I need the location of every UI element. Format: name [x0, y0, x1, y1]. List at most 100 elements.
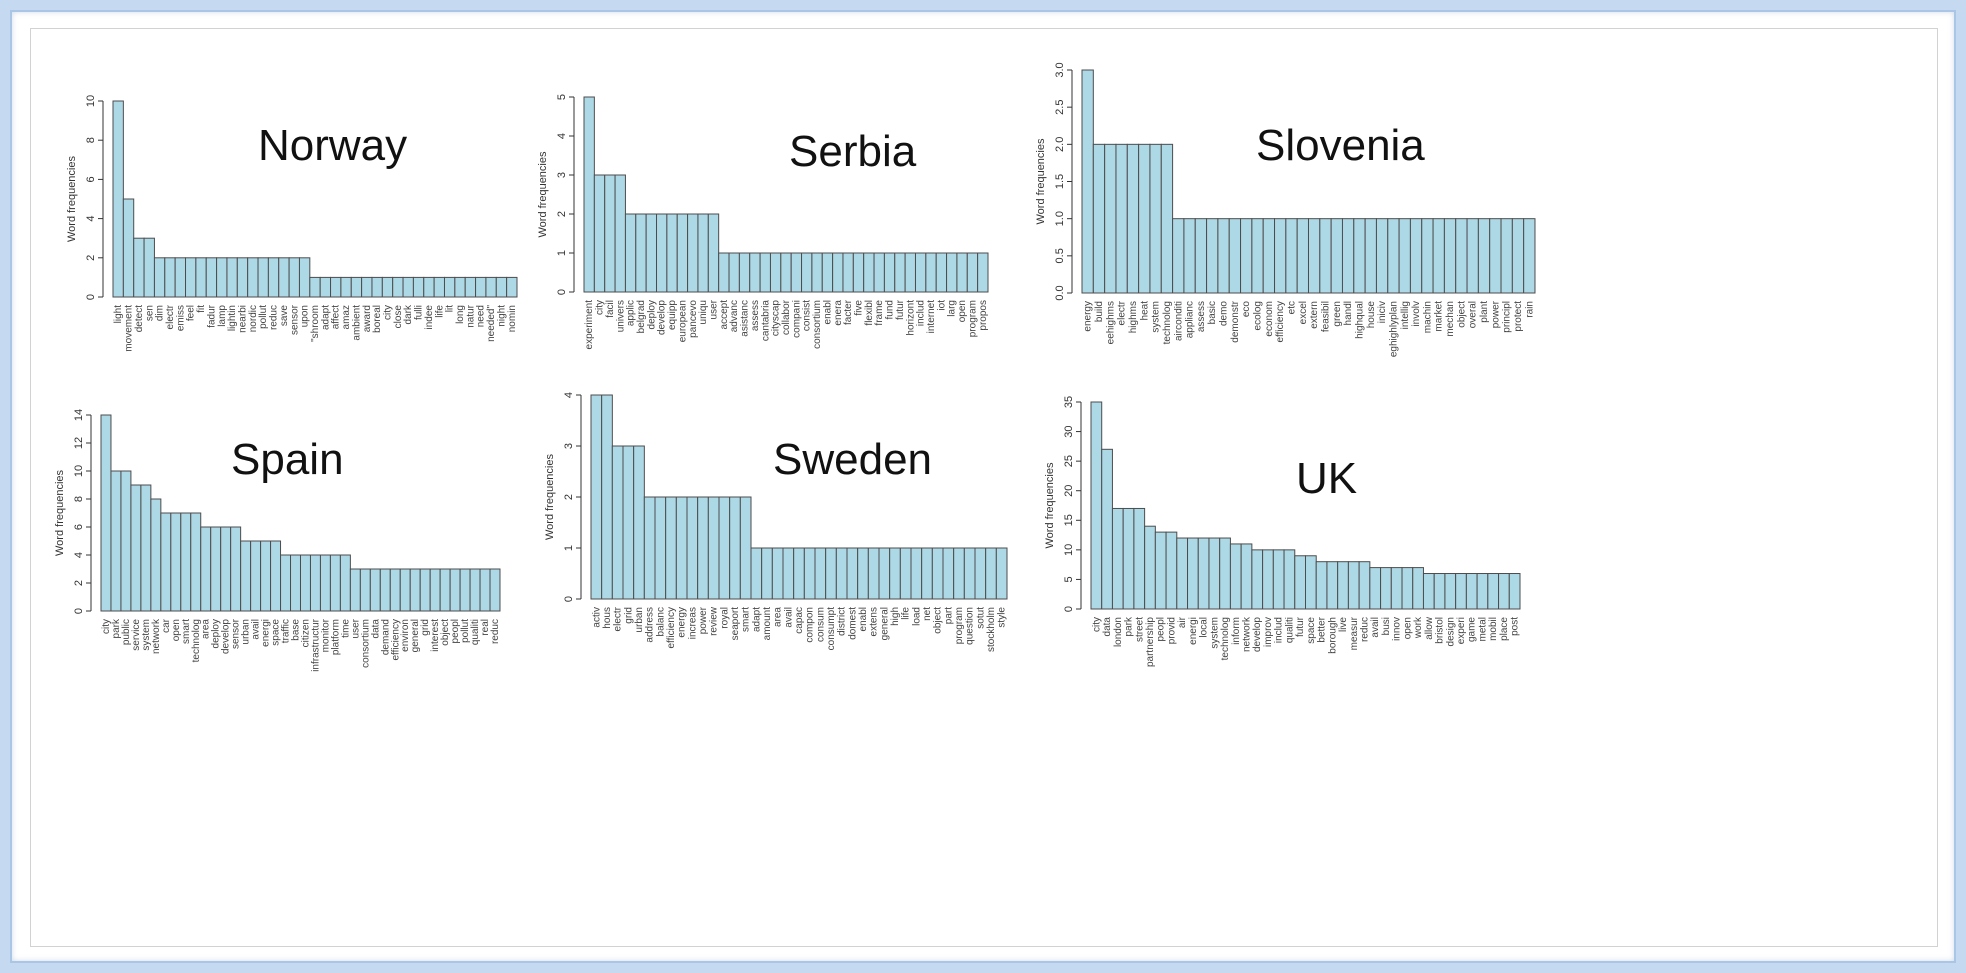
category-label-serbia: larg	[947, 300, 958, 317]
bar-spain-time	[339, 554, 351, 612]
category-label-uk: game	[1467, 617, 1478, 642]
bar-uk-system	[1208, 537, 1221, 610]
bar-uk-includ	[1272, 549, 1285, 610]
category-label-spain: system	[141, 619, 152, 651]
bar-slovenia-highqual	[1353, 218, 1366, 294]
bar-slovenia-rain	[1523, 218, 1536, 294]
chart-title-sweden: Sweden	[773, 435, 933, 484]
y-tick-label-slovenia: 1.5	[1054, 174, 1066, 189]
category-label-uk: includ	[1274, 617, 1285, 643]
category-label-spain: energi	[261, 619, 272, 647]
chart-norway-svg: light movement detect sen dim electr emiss feel…	[66, 95, 518, 352]
category-label-spain: environ	[400, 619, 411, 652]
category-label-uk: reduc	[1359, 617, 1370, 642]
chart-slovenia-svg: energy build eehighms electr highms heat syste…	[1035, 62, 1536, 357]
category-label-norway: electr	[165, 304, 176, 329]
bar-serbia-horizont	[904, 252, 916, 293]
y-ticks-sweden: 0 1 2 3 4	[563, 392, 581, 602]
y-tick-label-serbia: 4	[556, 133, 568, 139]
category-label-sweden: efficiency	[666, 607, 677, 649]
y-tick-label-spain: 10	[73, 465, 85, 477]
category-label-norway: movement	[124, 305, 135, 352]
bar-slovenia-extern	[1308, 218, 1321, 294]
category-label-norway: nearbi	[237, 305, 248, 333]
y-tick-label-uk: 30	[1063, 425, 1075, 437]
category-label-norway: dark	[403, 304, 414, 324]
bar-serbia-accept	[718, 252, 730, 293]
y-tick-label-uk: 5	[1063, 576, 1075, 582]
bar-sweden-net	[921, 547, 933, 600]
bar-uk-measur	[1347, 561, 1360, 610]
bar-uk-futur	[1294, 555, 1307, 610]
category-label-spain: platform	[330, 619, 341, 655]
category-label-spain: urban	[241, 619, 252, 645]
y-axis-label-slovenia: Word frequencies	[1035, 138, 1047, 225]
category-label-norway: sensor	[289, 304, 300, 335]
category-label-slovenia: handl	[1343, 301, 1354, 325]
category-label-uk: space	[1306, 617, 1317, 644]
category-label-norway: light	[113, 305, 124, 324]
bar-slovenia-airconditi	[1172, 218, 1185, 294]
category-label-slovenia: overal	[1468, 301, 1479, 328]
bar-serbia-program	[966, 252, 979, 293]
bar-spain-public	[120, 470, 132, 612]
category-label-serbia: open	[957, 300, 968, 322]
category-label-spain: car	[161, 618, 172, 633]
category-label-uk: innov	[1392, 617, 1403, 641]
y-tick-label-norway: 2	[85, 255, 97, 261]
category-label-slovenia: house	[1366, 301, 1377, 329]
y-tick-label-spain: 8	[73, 496, 85, 502]
category-labels-slovenia: energy build eehighms electr highms heat syste…	[1083, 300, 1536, 357]
category-label-serbia: cantabria	[760, 300, 771, 342]
bar-spain-general	[409, 568, 421, 612]
category-label-sweden: adapt	[751, 607, 762, 632]
chart-uk-svg: city data london park street partnership peopl…	[1044, 396, 1521, 667]
y-ticks-norway: 0 2 4 6 8 10	[85, 95, 103, 300]
bar-slovenia-basic	[1206, 218, 1219, 294]
category-label-slovenia: feasibil	[1320, 301, 1331, 332]
bar-sweden-district	[835, 547, 848, 600]
y-ticks-uk: 0 5 10 15 20 25 30 35	[1063, 396, 1081, 612]
category-label-slovenia: technolog	[1162, 301, 1173, 344]
bar-serbia-consortium	[811, 252, 823, 293]
bar-slovenia-ecolog	[1251, 218, 1264, 294]
bar-serbia-pancevo	[687, 213, 699, 293]
category-label-serbia: user	[708, 299, 719, 319]
bar-uk-air	[1176, 537, 1189, 610]
category-label-serbia: includ	[916, 300, 927, 326]
y-axis-label-sweden: Word frequencies	[544, 454, 556, 541]
category-label-slovenia: plant	[1479, 301, 1490, 323]
bar-slovenia-technolog	[1160, 143, 1174, 294]
category-label-uk: air	[1177, 616, 1188, 628]
category-label-norway: needed"	[486, 305, 497, 342]
category-label-spain: monitor	[320, 618, 331, 652]
category-label-norway: lightin	[227, 305, 238, 331]
y-tick-label-sweden: 4	[563, 392, 575, 398]
category-label-slovenia: etc	[1287, 301, 1298, 314]
category-label-serbia: advanc	[729, 300, 740, 332]
bar-sweden-activ	[590, 394, 603, 600]
bar-uk-mobil	[1487, 573, 1500, 610]
bar-slovenia-eehighms	[1104, 143, 1117, 294]
bar-spain-interest	[429, 568, 441, 612]
bar-uk-provid	[1165, 531, 1178, 610]
category-label-sweden: area	[773, 607, 784, 627]
category-label-serbia: enera	[833, 300, 844, 326]
bar-spain-urban	[240, 540, 252, 612]
category-label-sweden: energy	[677, 607, 688, 638]
category-label-norway: indee	[424, 305, 435, 330]
y-tick-label-slovenia: 1.0	[1054, 211, 1066, 226]
bar-sweden-compon	[803, 547, 816, 600]
bar-spain-environ	[399, 568, 411, 612]
category-label-spain: object	[440, 619, 451, 646]
bar-slovenia-build	[1092, 143, 1106, 294]
category-label-spain: park	[111, 618, 122, 638]
bar-uk-better	[1315, 561, 1328, 610]
category-label-slovenia: ecolog	[1253, 301, 1264, 330]
category-label-uk: data	[1102, 617, 1113, 637]
category-label-uk: borough	[1327, 617, 1338, 654]
category-label-norway: dim	[155, 305, 166, 321]
category-label-spain: user	[350, 618, 361, 638]
category-label-uk: post	[1510, 617, 1521, 636]
category-label-norway: adapt	[320, 305, 331, 330]
